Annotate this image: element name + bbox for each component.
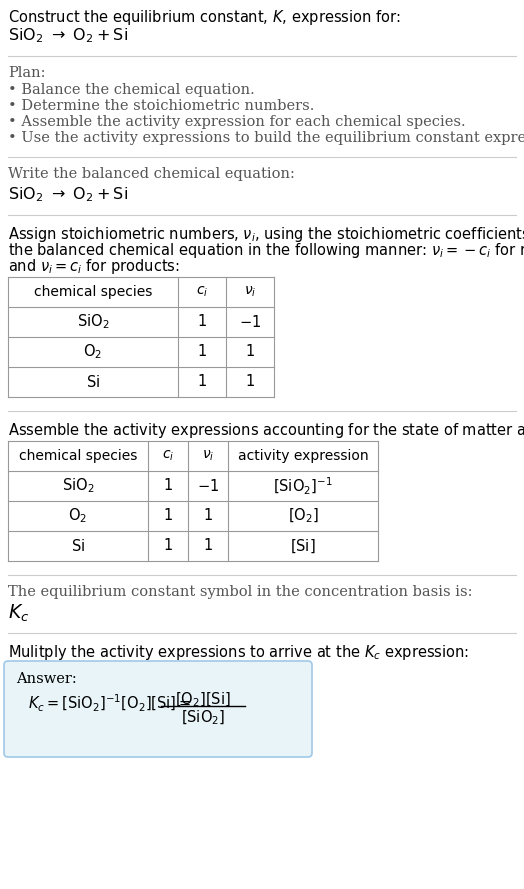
Text: $[\mathrm{O_2}][\mathrm{Si}]$: $[\mathrm{O_2}][\mathrm{Si}]$ <box>175 691 231 709</box>
Text: $-1$: $-1$ <box>197 478 219 494</box>
Text: $\nu_i$: $\nu_i$ <box>202 449 214 463</box>
Text: Assemble the activity expressions accounting for the state of matter and $\nu_i$: Assemble the activity expressions accoun… <box>8 421 524 440</box>
Text: and $\nu_i = c_i$ for products:: and $\nu_i = c_i$ for products: <box>8 257 180 276</box>
Text: $c_i$: $c_i$ <box>162 449 174 463</box>
Text: chemical species: chemical species <box>34 285 152 299</box>
Text: Write the balanced chemical equation:: Write the balanced chemical equation: <box>8 167 295 181</box>
Text: $[\mathrm{SiO_2}]^{-1}$: $[\mathrm{SiO_2}]^{-1}$ <box>273 476 333 497</box>
Text: • Determine the stoichiometric numbers.: • Determine the stoichiometric numbers. <box>8 99 314 113</box>
Text: chemical species: chemical species <box>19 449 137 463</box>
Text: 1: 1 <box>198 374 206 389</box>
Text: $\mathrm{SiO_2}$: $\mathrm{SiO_2}$ <box>62 477 94 495</box>
Text: 1: 1 <box>203 539 213 554</box>
FancyBboxPatch shape <box>4 661 312 757</box>
Text: • Assemble the activity expression for each chemical species.: • Assemble the activity expression for e… <box>8 115 466 129</box>
Text: 1: 1 <box>245 374 255 389</box>
Text: 1: 1 <box>203 509 213 524</box>
Text: $[\mathrm{Si}]$: $[\mathrm{Si}]$ <box>290 537 316 555</box>
Text: 1: 1 <box>245 345 255 359</box>
Text: activity expression: activity expression <box>238 449 368 463</box>
Text: Mulitply the activity expressions to arrive at the $K_c$ expression:: Mulitply the activity expressions to arr… <box>8 643 469 662</box>
Text: $[\mathrm{O_2}]$: $[\mathrm{O_2}]$ <box>288 507 319 525</box>
Text: $\nu_i$: $\nu_i$ <box>244 284 256 300</box>
Text: Construct the equilibrium constant, $K$, expression for:: Construct the equilibrium constant, $K$,… <box>8 8 401 27</box>
Text: $\mathrm{SiO_2}\ \rightarrow\ \mathrm{O_2} + \mathrm{Si}$: $\mathrm{SiO_2}\ \rightarrow\ \mathrm{O_… <box>8 26 128 44</box>
Text: 1: 1 <box>198 315 206 330</box>
Text: $K_c = [\mathrm{SiO_2}]^{-1} [\mathrm{O_2}] [\mathrm{Si}] =$: $K_c = [\mathrm{SiO_2}]^{-1} [\mathrm{O_… <box>28 693 191 714</box>
Text: $\mathrm{Si}$: $\mathrm{Si}$ <box>71 538 85 554</box>
Text: • Balance the chemical equation.: • Balance the chemical equation. <box>8 83 255 97</box>
Text: 1: 1 <box>163 539 172 554</box>
Text: $\mathrm{O_2}$: $\mathrm{O_2}$ <box>69 507 88 525</box>
Text: $-1$: $-1$ <box>239 314 261 330</box>
Text: Assign stoichiometric numbers, $\nu_i$, using the stoichiometric coefficients, $: Assign stoichiometric numbers, $\nu_i$, … <box>8 225 524 244</box>
Text: Plan:: Plan: <box>8 66 46 80</box>
Text: $\mathrm{SiO_2}\ \rightarrow\ \mathrm{O_2} + \mathrm{Si}$: $\mathrm{SiO_2}\ \rightarrow\ \mathrm{O_… <box>8 185 128 204</box>
Text: $K_c$: $K_c$ <box>8 603 29 624</box>
Text: $c_i$: $c_i$ <box>196 284 208 300</box>
Text: $\mathrm{SiO_2}$: $\mathrm{SiO_2}$ <box>77 313 109 332</box>
Text: 1: 1 <box>163 509 172 524</box>
Text: The equilibrium constant symbol in the concentration basis is:: The equilibrium constant symbol in the c… <box>8 585 473 599</box>
Text: $\mathrm{O_2}$: $\mathrm{O_2}$ <box>83 342 103 361</box>
Text: the balanced chemical equation in the following manner: $\nu_i = -c_i$ for react: the balanced chemical equation in the fo… <box>8 241 524 260</box>
Text: Answer:: Answer: <box>16 672 77 686</box>
Text: $\mathrm{Si}$: $\mathrm{Si}$ <box>86 374 100 390</box>
Text: $[\mathrm{SiO_2}]$: $[\mathrm{SiO_2}]$ <box>181 709 225 727</box>
Text: 1: 1 <box>198 345 206 359</box>
Text: 1: 1 <box>163 478 172 493</box>
Text: • Use the activity expressions to build the equilibrium constant expression.: • Use the activity expressions to build … <box>8 131 524 145</box>
